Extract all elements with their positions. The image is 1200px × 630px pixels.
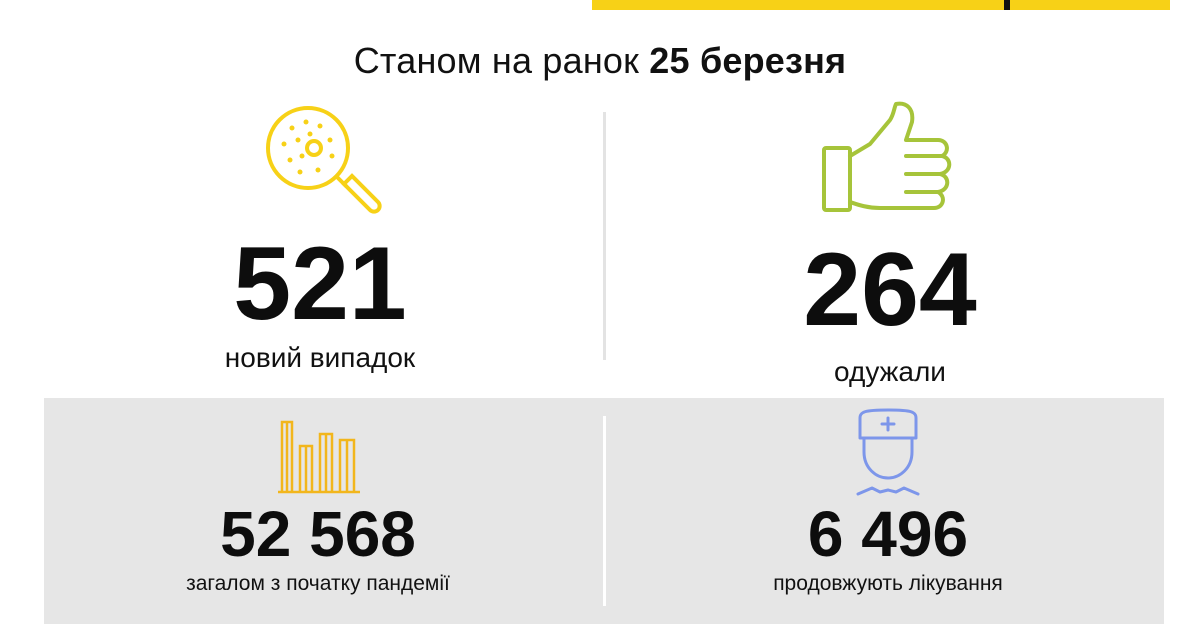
recovered-value: 264 — [803, 232, 977, 348]
total-value: 52 568 — [220, 498, 416, 570]
stat-in-treatment: 6 496 продовжують лікування — [688, 502, 1088, 596]
headline-prefix: Станом на ранок — [353, 40, 640, 81]
top-accent-bar — [592, 0, 1170, 10]
stat-new-cases: 521 новий випадок — [150, 232, 490, 374]
headline: Станом на ранок 25 березня — [0, 40, 1200, 82]
new-cases-label: новий випадок — [224, 342, 416, 373]
accent-bar-mark — [1004, 0, 1010, 10]
thumbs-up-icon — [822, 101, 952, 212]
in-treatment-value: 6 496 — [807, 498, 969, 570]
total-label: загалом з початку пандемії — [186, 572, 450, 595]
stat-recovered: 264 одужали — [720, 238, 1060, 388]
new-cases-value: 521 — [233, 226, 407, 342]
vertical-divider-bottom — [603, 416, 606, 606]
in-treatment-label: продовжують лікування — [773, 572, 1003, 595]
vertical-divider-top — [603, 112, 606, 360]
recovered-label: одужали — [834, 356, 946, 387]
doctor-icon — [856, 408, 920, 496]
magnifier-virus-icon — [266, 106, 382, 214]
bar-chart-icon — [278, 420, 360, 494]
headline-date: 25 березня — [649, 40, 847, 81]
stat-total: 52 568 загалом з початку пандемії — [118, 502, 518, 596]
